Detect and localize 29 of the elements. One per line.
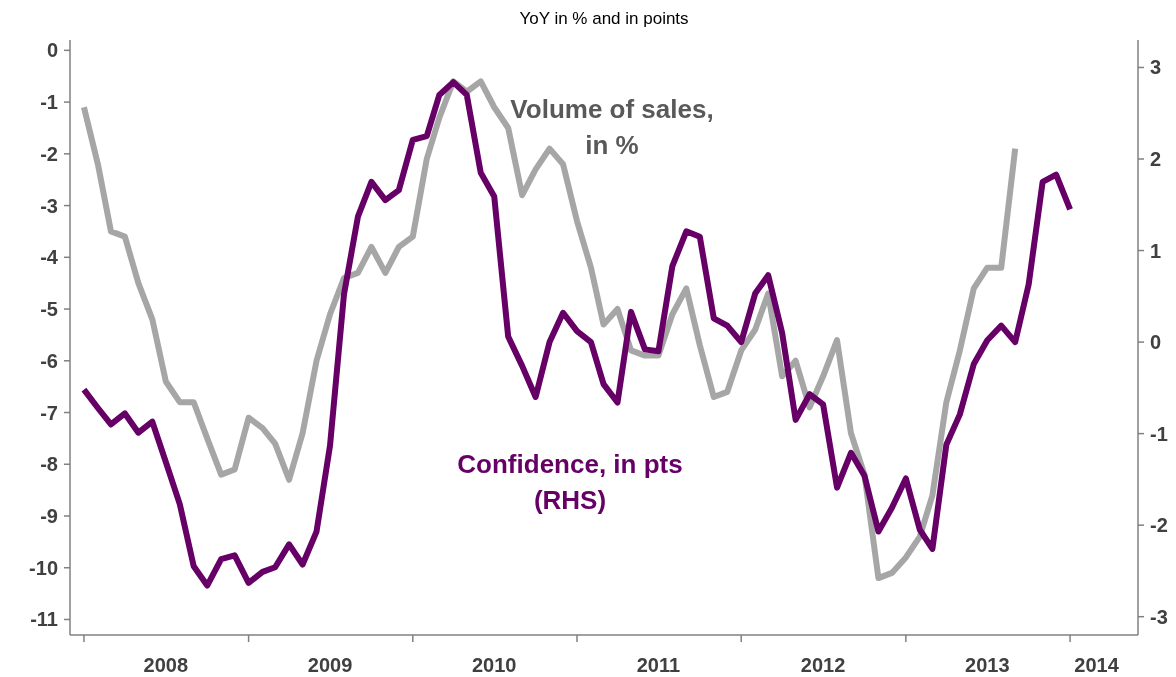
y2-tick-label: 2: [1150, 148, 1162, 170]
x-tick-label: 2010: [471, 654, 517, 676]
y-tick-label: -11: [30, 608, 58, 631]
x-tick-label: 2013: [965, 654, 1010, 676]
y-tick-label: -9: [40, 505, 58, 527]
series-label: Volume of sales, in %: [510, 94, 714, 160]
y-tick-label: -7: [40, 401, 58, 424]
chart-title: YoY in % and in points: [519, 9, 689, 28]
y-tick-label: -5: [40, 298, 58, 321]
y-tick-label: -2: [40, 142, 58, 165]
x-tick-label: 2011: [636, 654, 681, 676]
y-tick-label: -1: [40, 91, 58, 114]
y-tick-label: -3: [40, 194, 58, 217]
y2-tick-label: -2: [1150, 514, 1168, 537]
x-tick-label: 2014: [1074, 654, 1120, 676]
x-tick-label: 2008: [143, 654, 189, 676]
y-tick-label: -6: [40, 349, 58, 372]
y2-tick-label: 3: [1150, 56, 1162, 79]
y-tick-label: -8: [40, 453, 58, 476]
y-tick-label: 0: [46, 39, 58, 62]
y-tick-label: -10: [29, 556, 58, 579]
y2-tick-label: -1: [1150, 422, 1168, 445]
y2-tick-label: 1: [1150, 239, 1162, 262]
x-tick-label: 2012: [800, 654, 846, 676]
x-tick-label: 2009: [307, 654, 353, 676]
y2-tick-label: -3: [1150, 605, 1168, 628]
y-tick-label: -4: [40, 246, 59, 269]
y2-tick-label: 0: [1150, 331, 1162, 354]
text: Confidence, in pts (RHS): [457, 449, 683, 515]
